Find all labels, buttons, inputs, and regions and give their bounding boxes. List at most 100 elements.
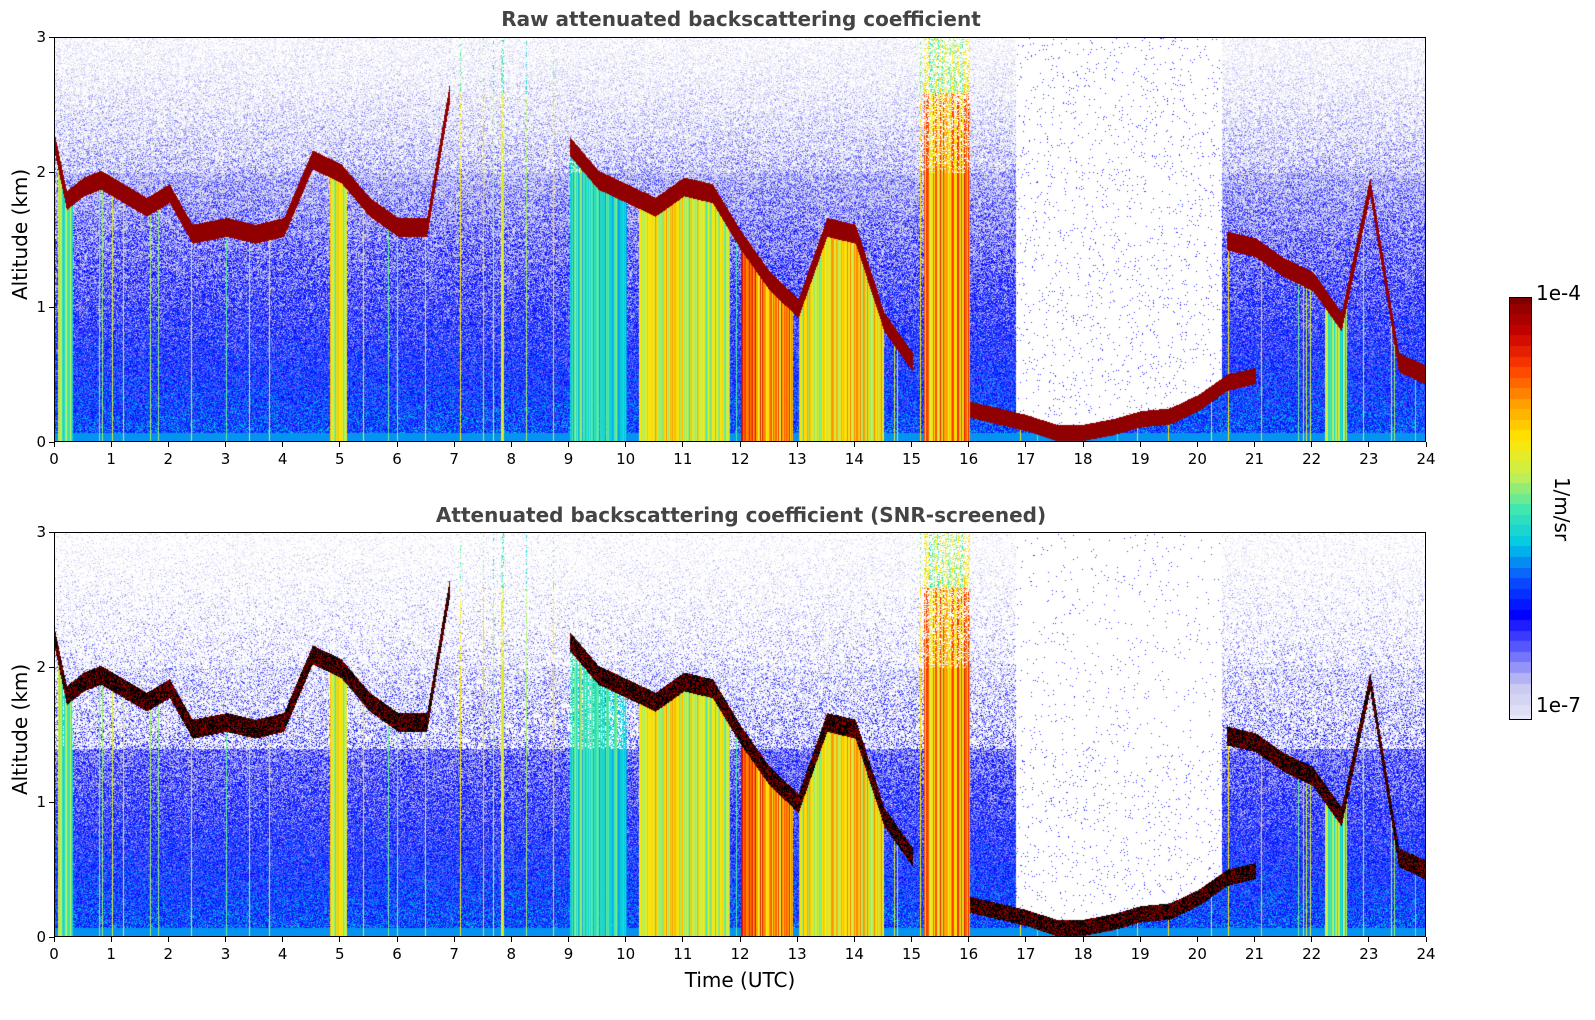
x-tick-label: 10 [616,450,636,468]
x-tick-label: 2 [163,945,174,963]
x-tick-label: 16 [959,450,979,468]
x-tick-mark [53,442,55,447]
x-tick-label: 15 [901,450,922,468]
x-tick-mark [282,937,284,942]
x-tick-mark [225,442,226,447]
y-tick-label: 2 [36,163,46,181]
x-tick-label: 17 [1016,450,1036,468]
y-tick-label: 1 [36,298,46,316]
x-tick-label: 13 [787,450,807,468]
x-tick-mark [339,937,341,942]
x-tick-mark [968,937,970,942]
x-tick-mark [396,442,398,447]
x-tick-label: 17 [1016,945,1036,963]
x-tick-label: 5 [335,945,345,963]
x-tick-label: 19 [1130,945,1150,963]
x-tick-label: 18 [1073,945,1093,963]
x-tick-mark [1196,937,1198,942]
y-tick-label: 3 [36,523,46,541]
x-tick-mark [1425,442,1427,447]
x-tick-mark [1082,937,1084,942]
x-tick-mark [1082,442,1084,447]
x-tick-mark [1025,937,1027,942]
x-tick-label: 2 [163,450,174,468]
x-tick-mark [225,937,226,942]
x-tick-mark [1311,442,1313,447]
x-tick-label: 11 [673,945,693,963]
colorbar [1509,297,1532,720]
panel-2-title: Attenuated backscattering coefficient (S… [435,503,1047,527]
x-tick-label: 6 [392,450,402,468]
x-tick-label: 15 [901,945,922,963]
y-tick-label: 1 [36,793,46,811]
x-tick-mark [510,442,512,447]
panel-1-title: Raw attenuated backscattering coefficien… [501,7,981,31]
y-tick-mark [49,531,54,533]
x-tick-label: 23 [1359,450,1379,468]
x-tick-mark [1254,442,1255,447]
x-tick-mark [739,442,741,447]
x-tick-label: 24 [1416,450,1436,468]
y-tick-label: 2 [36,658,46,676]
x-tick-label: 4 [277,945,288,963]
x-tick-mark [682,442,684,447]
y-tick-label: 0 [36,928,46,946]
x-tick-label: 7 [449,450,459,468]
y-tick-label: 3 [36,28,46,46]
x-tick-label: 3 [220,450,231,468]
x-tick-label: 1 [106,945,116,963]
x-tick-mark [339,442,341,447]
colorbar-min-label: 1e-7 [1536,693,1581,717]
x-tick-label: 5 [335,450,345,468]
x-tick-mark [1139,937,1141,942]
x-tick-mark [911,442,912,447]
x-tick-mark [1139,442,1141,447]
x-tick-label: 12 [730,450,750,468]
x-tick-label: 3 [220,945,231,963]
x-tick-label: 0 [49,450,59,468]
x-tick-label: 11 [673,450,693,468]
x-tick-label: 1 [106,450,116,468]
y-tick-mark [49,36,54,38]
x-tick-label: 9 [563,945,574,963]
x-tick-label: 13 [787,945,807,963]
x-tick-mark [53,937,55,942]
panel-2-ylabel: Altitude (km) [8,663,32,795]
x-tick-label: 21 [1244,450,1265,468]
x-tick-label: 18 [1073,450,1093,468]
y-tick-mark [49,441,54,443]
y-tick-mark [49,936,54,938]
y-tick-mark [49,801,54,803]
x-tick-mark [282,442,284,447]
panel-2-xlabel: Time (UTC) [684,968,796,992]
y-tick-label: 0 [36,433,46,451]
x-tick-mark [739,937,741,942]
x-tick-label: 23 [1359,945,1379,963]
colorbar-units-label: 1/m/sr [1550,476,1574,542]
x-tick-mark [1368,442,1370,447]
x-tick-label: 8 [506,945,517,963]
x-tick-mark [1196,442,1198,447]
x-tick-mark [110,442,112,447]
x-tick-label: 14 [844,945,864,963]
x-tick-label: 14 [844,450,864,468]
x-tick-mark [396,937,398,942]
x-tick-mark [1311,937,1313,942]
y-tick-mark [49,171,54,173]
x-tick-mark [110,937,112,942]
panel-1-heatmap-canvas [55,38,1425,441]
x-tick-mark [568,442,569,447]
x-tick-label: 16 [959,945,979,963]
x-tick-label: 10 [616,945,636,963]
x-tick-label: 22 [1302,450,1322,468]
x-tick-mark [625,442,627,447]
x-tick-mark [1368,937,1370,942]
x-tick-mark [968,442,970,447]
x-tick-mark [510,937,512,942]
x-tick-mark [911,937,912,942]
x-tick-label: 24 [1416,945,1436,963]
x-tick-label: 6 [392,945,402,963]
x-tick-label: 4 [277,450,288,468]
x-tick-mark [796,937,798,942]
x-tick-mark [796,442,798,447]
